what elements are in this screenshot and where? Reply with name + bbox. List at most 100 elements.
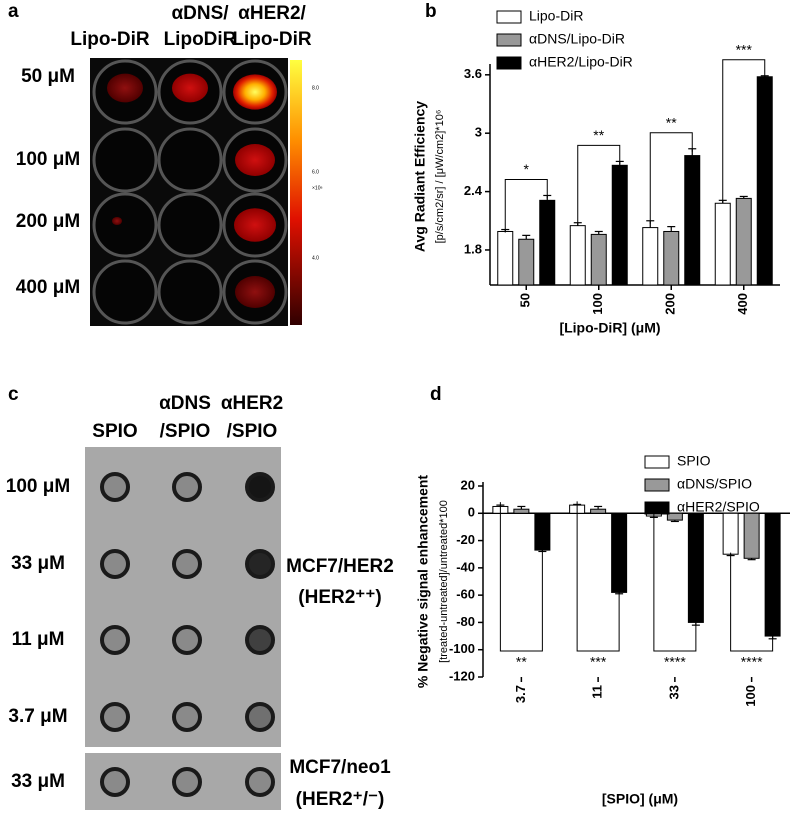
legend-swatch bbox=[644, 501, 670, 515]
y-tick-label: 0 bbox=[468, 505, 475, 520]
column-label: αDNS bbox=[159, 393, 211, 414]
bar bbox=[743, 512, 760, 559]
column-label: Lipo-DiR bbox=[232, 29, 311, 50]
sample-well bbox=[245, 702, 275, 732]
well bbox=[157, 192, 223, 258]
bar bbox=[539, 199, 556, 286]
legend-swatch bbox=[496, 56, 522, 70]
panel-letter: b bbox=[425, 1, 437, 22]
panel-letter: c bbox=[8, 384, 19, 405]
panel-letter: d bbox=[430, 384, 442, 405]
column-label: αHER2 bbox=[221, 393, 283, 414]
x-tick-label: 3.7 bbox=[513, 685, 528, 703]
well bbox=[157, 259, 223, 325]
x-axis-label: [SPIO] (μM) bbox=[602, 791, 678, 807]
legend-swatch bbox=[496, 10, 522, 24]
significance-bracket bbox=[504, 178, 548, 233]
signal-blob bbox=[112, 217, 122, 225]
group-label: (HER2⁺/⁻) bbox=[296, 789, 385, 810]
column-label: αHER2/ bbox=[238, 3, 306, 24]
y-tick-label: -20 bbox=[456, 532, 475, 547]
significance-bracket bbox=[577, 144, 621, 226]
sample-well bbox=[100, 625, 130, 655]
group-label: MCF7/neo1 bbox=[289, 757, 391, 778]
signal-blob bbox=[234, 208, 276, 242]
y-tick-label: -40 bbox=[456, 559, 475, 574]
well bbox=[92, 259, 158, 325]
sample-well bbox=[245, 549, 275, 579]
sample-well bbox=[100, 472, 130, 502]
legend-swatch bbox=[644, 478, 670, 492]
signal-blob bbox=[235, 144, 275, 176]
significance-label: *** bbox=[590, 654, 607, 670]
legend-label: αDNS/SPIO bbox=[677, 476, 752, 492]
sample-well bbox=[245, 472, 275, 502]
significance-label: ** bbox=[593, 127, 604, 143]
bar bbox=[764, 512, 781, 637]
legend-label: αDNS/Lipo-DiR bbox=[529, 31, 625, 47]
signal-blob bbox=[107, 73, 143, 103]
significance-bracket bbox=[576, 501, 620, 652]
column-label: /SPIO bbox=[227, 421, 278, 442]
y-tick-label: 20 bbox=[461, 477, 475, 492]
signal-blob bbox=[233, 74, 277, 110]
panel-letter: a bbox=[8, 1, 19, 22]
group-label: MCF7/HER2 bbox=[286, 556, 394, 577]
y-tick-label: -80 bbox=[456, 614, 475, 629]
sample-well bbox=[100, 549, 130, 579]
bar bbox=[642, 227, 659, 286]
legend-swatch bbox=[644, 455, 670, 469]
column-label: LipoDiR bbox=[164, 29, 237, 50]
sample-well bbox=[172, 625, 202, 655]
y-tick-label: 3.6 bbox=[464, 66, 482, 81]
bar bbox=[611, 512, 628, 593]
bar bbox=[534, 512, 551, 551]
sample-well bbox=[245, 625, 275, 655]
legend-swatch bbox=[496, 33, 522, 47]
significance-label: ** bbox=[666, 114, 677, 130]
row-label: 33 μM bbox=[11, 771, 65, 792]
row-label: 100 μM bbox=[16, 149, 80, 170]
sample-well bbox=[245, 767, 275, 797]
significance-label: ** bbox=[516, 654, 527, 670]
x-tick-label: 400 bbox=[735, 293, 750, 315]
significance-label: **** bbox=[664, 654, 686, 670]
well bbox=[157, 127, 223, 193]
x-tick-label: 100 bbox=[590, 293, 605, 315]
bar bbox=[735, 197, 752, 286]
legend-label: αHER2/SPIO bbox=[677, 499, 760, 515]
y-axis-label: % Negative signal enhancement bbox=[415, 475, 431, 689]
row-label: 11 μM bbox=[12, 629, 65, 650]
colorbar-label: 4.0 bbox=[312, 255, 319, 261]
row-label: 3.7 μM bbox=[8, 706, 67, 727]
significance-label: **** bbox=[741, 654, 763, 670]
row-label: 400 μM bbox=[16, 277, 80, 298]
bar bbox=[590, 508, 607, 514]
sample-well bbox=[172, 549, 202, 579]
legend-label: SPIO bbox=[677, 453, 711, 469]
column-label: /SPIO bbox=[160, 421, 211, 442]
column-label: SPIO bbox=[92, 421, 137, 442]
column-label: Lipo-DiR bbox=[70, 29, 149, 50]
sample-well bbox=[100, 767, 130, 797]
bar bbox=[714, 202, 731, 286]
y-axis-sublabel: [treated-untreated]/untreated*100 bbox=[438, 500, 450, 663]
x-tick-label: 11 bbox=[590, 685, 605, 699]
row-label: 33 μM bbox=[11, 553, 65, 574]
row-label: 200 μM bbox=[16, 211, 80, 232]
legend-label: Lipo-DiR bbox=[529, 8, 583, 24]
legend-label: αHER2/Lipo-DiR bbox=[529, 54, 633, 70]
well bbox=[92, 192, 158, 258]
sample-well bbox=[172, 472, 202, 502]
row-label: 100 μM bbox=[6, 476, 70, 497]
bar bbox=[611, 164, 628, 286]
x-tick-label: 100 bbox=[743, 685, 758, 707]
bar bbox=[684, 155, 701, 286]
significance-bracket bbox=[730, 552, 774, 652]
colorbar-label: 6.0 bbox=[312, 169, 319, 175]
y-tick-label: 1.8 bbox=[464, 241, 482, 256]
x-tick-label: 50 bbox=[518, 293, 533, 307]
significance-bracket bbox=[499, 502, 543, 652]
bar bbox=[497, 230, 514, 286]
